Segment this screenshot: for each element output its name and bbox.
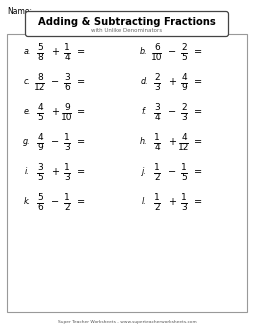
Text: 1: 1: [153, 193, 159, 203]
Text: 1: 1: [64, 44, 70, 52]
Text: 2: 2: [64, 203, 70, 212]
Text: k.: k.: [23, 197, 30, 207]
Text: +: +: [167, 137, 175, 147]
Text: 12: 12: [34, 83, 45, 92]
Text: 3: 3: [180, 113, 186, 122]
Text: =: =: [77, 137, 85, 147]
Text: =: =: [193, 137, 201, 147]
Text: 9: 9: [64, 104, 70, 113]
Text: 4: 4: [64, 53, 70, 62]
Text: 5: 5: [180, 173, 186, 182]
Text: 1: 1: [64, 163, 70, 173]
Text: e.: e.: [23, 108, 30, 116]
Text: 10: 10: [151, 53, 162, 62]
Text: =: =: [193, 197, 201, 207]
Text: 2: 2: [181, 44, 186, 52]
Text: 1: 1: [180, 193, 186, 203]
Text: i.: i.: [25, 168, 29, 177]
Text: b.: b.: [140, 48, 147, 56]
Text: +: +: [51, 107, 59, 117]
Text: a.: a.: [23, 48, 30, 56]
Text: 3: 3: [153, 83, 159, 92]
Text: +: +: [51, 167, 59, 177]
Text: 4: 4: [37, 104, 43, 113]
Text: =: =: [77, 107, 85, 117]
Text: =: =: [77, 167, 85, 177]
Text: 1: 1: [153, 134, 159, 143]
Text: f.: f.: [141, 108, 146, 116]
Text: j.: j.: [141, 168, 146, 177]
Text: 9: 9: [37, 143, 43, 152]
Text: with Unlike Denominators: with Unlike Denominators: [91, 27, 162, 32]
Bar: [7, 34, 246, 312]
Text: 12: 12: [178, 143, 189, 152]
Text: 2: 2: [154, 74, 159, 82]
Text: Adding & Subtracting Fractions: Adding & Subtracting Fractions: [38, 17, 215, 27]
Text: −: −: [167, 47, 175, 57]
Text: =: =: [193, 47, 201, 57]
Text: 2: 2: [154, 203, 159, 212]
Text: 3: 3: [180, 203, 186, 212]
Text: Name:: Name:: [7, 8, 32, 16]
Text: 4: 4: [154, 113, 159, 122]
Text: 8: 8: [37, 74, 43, 82]
Text: 6: 6: [64, 83, 70, 92]
Text: 4: 4: [181, 134, 186, 143]
Text: Super Teacher Worksheets - www.superteacherworksheets.com: Super Teacher Worksheets - www.superteac…: [57, 320, 196, 324]
Text: 2: 2: [181, 104, 186, 113]
Text: 4: 4: [37, 134, 43, 143]
Text: 1: 1: [64, 134, 70, 143]
Text: =: =: [193, 77, 201, 87]
Text: =: =: [193, 167, 201, 177]
Text: 5: 5: [180, 53, 186, 62]
Text: c.: c.: [23, 78, 30, 86]
Text: 5: 5: [37, 113, 43, 122]
Text: 3: 3: [64, 74, 70, 82]
Text: +: +: [51, 47, 59, 57]
Text: 6: 6: [37, 203, 43, 212]
Text: 2: 2: [154, 173, 159, 182]
Text: h.: h.: [140, 138, 147, 147]
Text: =: =: [193, 107, 201, 117]
Text: 4: 4: [154, 143, 159, 152]
Text: =: =: [77, 197, 85, 207]
Text: 5: 5: [37, 44, 43, 52]
Text: 1: 1: [153, 163, 159, 173]
Text: +: +: [167, 197, 175, 207]
Text: 1: 1: [64, 193, 70, 203]
Text: =: =: [77, 47, 85, 57]
Text: 8: 8: [37, 53, 43, 62]
Text: g.: g.: [23, 138, 31, 147]
Text: 3: 3: [37, 163, 43, 173]
Text: 5: 5: [37, 173, 43, 182]
Text: 3: 3: [64, 143, 70, 152]
Text: =: =: [77, 77, 85, 87]
Text: −: −: [167, 107, 175, 117]
Text: 6: 6: [153, 44, 159, 52]
Text: 5: 5: [37, 193, 43, 203]
Text: l.: l.: [141, 197, 146, 207]
Text: −: −: [51, 197, 59, 207]
Text: 10: 10: [61, 113, 72, 122]
Text: −: −: [51, 77, 59, 87]
Text: 3: 3: [153, 104, 159, 113]
Text: 1: 1: [180, 163, 186, 173]
Text: 9: 9: [180, 83, 186, 92]
Text: 3: 3: [64, 173, 70, 182]
Text: −: −: [51, 137, 59, 147]
Text: +: +: [167, 77, 175, 87]
Text: −: −: [167, 167, 175, 177]
Text: 4: 4: [181, 74, 186, 82]
Text: d.: d.: [140, 78, 147, 86]
FancyBboxPatch shape: [25, 12, 228, 37]
